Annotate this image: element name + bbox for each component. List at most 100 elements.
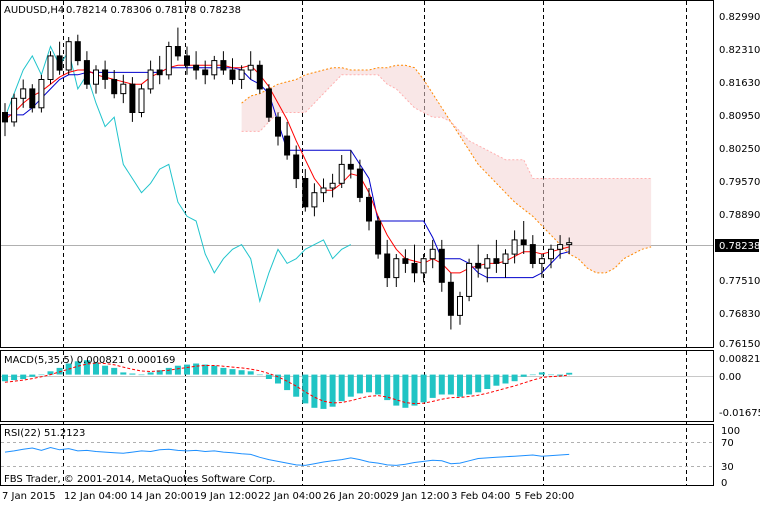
candle [2, 103, 8, 137]
macd-bar [265, 374, 272, 379]
macd-bar [548, 374, 554, 376]
candle [93, 65, 99, 94]
price-tick: 0.81630 [719, 78, 760, 89]
candle-body [511, 239, 518, 255]
candle-body [447, 281, 454, 316]
macd-bar [393, 374, 400, 406]
macd-bar [256, 374, 263, 376]
candle-body [356, 168, 363, 198]
candle-body [393, 258, 400, 279]
macd-bar [284, 374, 291, 391]
macd-bar [229, 369, 236, 375]
current-price-label: 0.78238 [719, 241, 760, 252]
candle [120, 74, 127, 104]
candle [302, 169, 309, 212]
candle [502, 249, 509, 278]
macd-bar [511, 374, 518, 382]
macd-bar [347, 374, 354, 397]
macd-bar [375, 374, 382, 395]
macd-tick: 0.008216 [719, 354, 760, 365]
candle [438, 239, 445, 292]
candle-body [475, 262, 482, 269]
candle [275, 112, 281, 146]
candle [384, 239, 391, 287]
candle-body [2, 112, 8, 123]
macd-bar [420, 374, 427, 403]
candle-body [284, 135, 291, 156]
candle-body [484, 258, 491, 269]
candle-body [29, 88, 36, 109]
price-tick: 0.80250 [719, 144, 760, 155]
candle [520, 221, 527, 254]
macd-bar [320, 374, 327, 409]
time-tick: 29 Jan 12:00 [386, 491, 449, 502]
candle-body [538, 258, 545, 264]
price-tick: 0.76830 [719, 309, 760, 320]
candle [557, 235, 564, 259]
macd-bar [502, 374, 509, 384]
candle [20, 79, 27, 108]
candle [156, 55, 163, 85]
macd-bar [466, 374, 473, 395]
candle-body [411, 262, 418, 274]
candle [402, 249, 409, 273]
macd-bar [184, 364, 190, 375]
ohlc-values: 0.78214 0.78306 0.78178 0.78238 [66, 5, 241, 16]
tenkan-sen-line [4, 64, 570, 274]
candle-body [74, 41, 81, 62]
candle-body [256, 64, 263, 90]
candle-body [193, 64, 200, 71]
macd-tick: -0.016756 [719, 408, 760, 419]
candle [293, 145, 300, 188]
candle [320, 178, 327, 203]
candle [56, 41, 63, 75]
candle [229, 58, 236, 85]
candle [311, 183, 318, 217]
candle-body [466, 262, 473, 297]
candle [165, 41, 172, 80]
candle [193, 51, 200, 80]
candle-body [366, 196, 372, 222]
candle-body [502, 253, 509, 264]
macd-bar [120, 372, 127, 375]
cloud-fill [241, 65, 652, 273]
candle-body [38, 79, 45, 109]
candle-body [375, 220, 382, 255]
price-tick: 0.78890 [719, 210, 760, 221]
time-tick: 19 Jan 12:00 [194, 491, 257, 502]
candle-body [165, 46, 172, 76]
candle-body [402, 258, 409, 264]
macd-bar [529, 374, 536, 376]
macd-bar [520, 374, 527, 377]
macd-bar [238, 370, 245, 375]
candle-body [129, 83, 136, 113]
candle-body [220, 60, 227, 71]
macd-bar [211, 365, 218, 375]
candle-body [311, 192, 318, 208]
macd-bar [457, 374, 463, 397]
candle [29, 84, 36, 113]
candle [265, 84, 272, 122]
ichimoku-cloud [241, 64, 652, 274]
macd-bar [493, 374, 500, 386]
macd-bar [38, 374, 45, 376]
candle [74, 34, 81, 66]
candle [566, 237, 573, 254]
macd-bar [247, 371, 254, 375]
candle-body [184, 55, 190, 66]
candle [466, 258, 473, 302]
macd-bar [156, 370, 163, 375]
rsi-tick: 100 [721, 426, 740, 437]
candle-body [329, 182, 336, 189]
candle [366, 188, 372, 231]
price-tick: 0.79570 [719, 177, 760, 188]
candle-body [147, 69, 154, 90]
copyright-text: FBS Trader, © 2001-2014, MetaQuotes Soft… [4, 474, 275, 485]
macd-bar [402, 374, 409, 408]
candle [538, 254, 545, 278]
candle-body [65, 41, 72, 71]
candle-body [438, 248, 445, 283]
macd-bar [438, 374, 445, 395]
rsi-line [4, 446, 570, 466]
